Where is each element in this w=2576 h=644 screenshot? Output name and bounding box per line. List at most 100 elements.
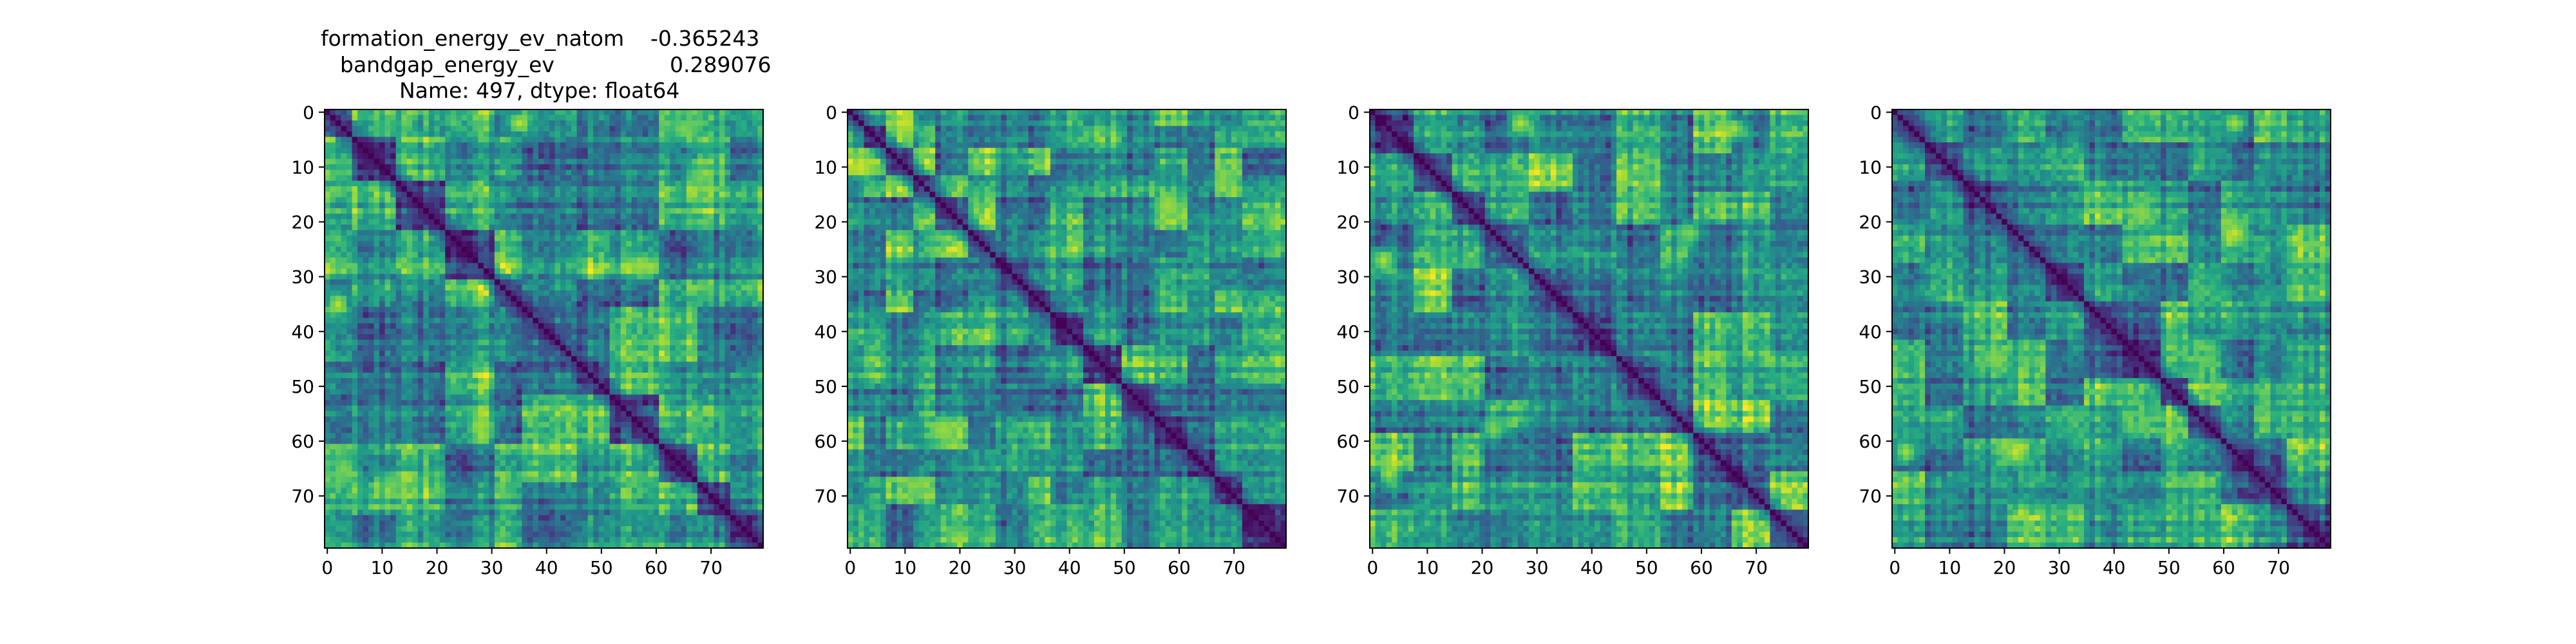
heatmap-cell [560, 417, 566, 422]
heatmap-cell [363, 411, 369, 417]
heatmap-cell [735, 362, 741, 368]
heatmap-cell [719, 329, 725, 335]
heatmap-cell [654, 400, 659, 406]
heatmap-cell [692, 378, 697, 384]
heatmap-cell [462, 175, 468, 181]
heatmap-cell [615, 186, 621, 192]
heatmap-cell [643, 126, 649, 132]
heatmap-cell [368, 378, 374, 384]
heatmap-cell [385, 345, 391, 351]
heatmap-cell [407, 225, 413, 231]
heatmap-cell [516, 263, 522, 269]
heatmap-cell [522, 137, 527, 143]
heatmap-cell [610, 247, 616, 252]
heatmap-cell [423, 159, 429, 165]
heatmap-cell [429, 247, 435, 252]
heatmap-cell [500, 317, 506, 323]
heatmap-cell [527, 345, 533, 351]
heatmap-cell [730, 274, 736, 279]
heatmap-cell [599, 203, 605, 209]
heatmap-cell [506, 367, 511, 373]
heatmap-cell [330, 137, 336, 143]
heatmap-cell [588, 269, 594, 274]
heatmap-cell [374, 120, 380, 126]
heatmap-cell [648, 285, 654, 290]
heatmap-cell [670, 131, 676, 137]
heatmap-cell [588, 181, 594, 187]
heatmap-cell [549, 274, 555, 279]
heatmap-cell [735, 317, 741, 323]
heatmap-cell [363, 131, 369, 137]
heatmap-cell [506, 236, 511, 242]
heatmap-cell [533, 115, 538, 121]
heatmap-cell [357, 400, 363, 406]
heatmap-cell [588, 109, 594, 115]
heatmap-cell [368, 323, 374, 329]
heatmap-cell [401, 192, 407, 198]
heatmap-cell [703, 148, 708, 154]
heatmap-cell [724, 131, 730, 137]
heatmap-cell [379, 439, 385, 444]
heatmap-cell [538, 307, 544, 312]
heatmap-cell [385, 153, 391, 159]
heatmap-cell [730, 317, 736, 323]
heatmap-cell [423, 208, 429, 214]
heatmap-cell [752, 334, 758, 340]
heatmap-cell [407, 258, 413, 263]
heatmap-cell [368, 373, 374, 379]
heatmap-cell [357, 225, 363, 231]
heatmap-cell [434, 115, 440, 121]
heatmap-cell [325, 164, 330, 170]
heatmap-cell [549, 126, 555, 132]
heatmap-cell [451, 290, 457, 296]
heatmap-cell [346, 417, 352, 422]
heatmap-cell [724, 439, 730, 444]
heatmap-cell [654, 241, 659, 247]
heatmap-cell [489, 296, 495, 301]
heatmap-cell [516, 159, 522, 165]
heatmap-cell [527, 279, 533, 285]
heatmap-cell [385, 263, 391, 269]
heatmap-cell [473, 317, 478, 323]
heatmap-cell [418, 214, 424, 220]
heatmap-cell [445, 450, 451, 455]
heatmap-cell [692, 356, 697, 362]
heatmap-cell [741, 323, 747, 329]
heatmap-cell [648, 153, 654, 159]
heatmap-cell [659, 384, 665, 390]
heatmap-cell [445, 181, 451, 187]
heatmap-cell [440, 274, 446, 279]
heatmap-cell [752, 109, 758, 115]
heatmap-cell [385, 258, 391, 263]
heatmap-cell [407, 219, 413, 225]
heatmap-cell [352, 285, 358, 290]
heatmap-cell [621, 345, 627, 351]
heatmap-cell [621, 400, 627, 406]
heatmap-cell [440, 329, 446, 335]
heatmap-cell [506, 296, 511, 301]
heatmap-cell [390, 230, 396, 236]
heatmap-cell [692, 406, 697, 412]
heatmap-cell [478, 312, 484, 318]
heatmap-cell [325, 378, 330, 384]
heatmap-cell [533, 192, 538, 198]
heatmap-cell [604, 170, 610, 176]
heatmap-cell [434, 120, 440, 126]
heatmap-cell [621, 148, 627, 154]
heatmap-cell [385, 340, 391, 346]
heatmap-cell [412, 400, 418, 406]
heatmap-cell [390, 120, 396, 126]
heatmap-cell [390, 241, 396, 247]
heatmap-cell [735, 269, 741, 274]
heatmap-cell [555, 411, 561, 417]
heatmap-cell [516, 269, 522, 274]
heatmap-cell [478, 329, 484, 335]
heatmap-cell [325, 153, 330, 159]
heatmap-cell [385, 312, 391, 318]
heatmap-cell [621, 378, 627, 384]
heatmap-cell [692, 312, 697, 318]
heatmap-cell [390, 203, 396, 209]
heatmap-cell [549, 153, 555, 159]
heatmap-cell [456, 345, 462, 351]
heatmap-cell [363, 400, 369, 406]
